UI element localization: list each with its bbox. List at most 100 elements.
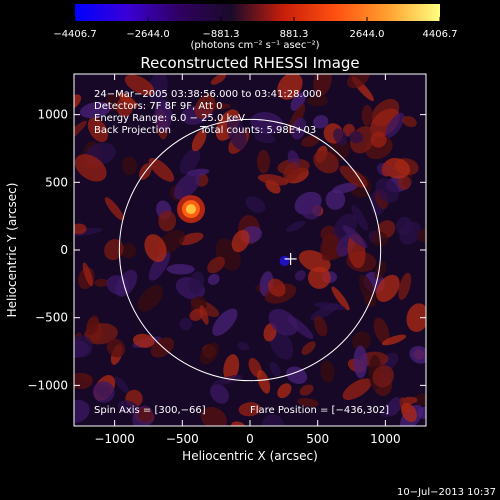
intensity-feature xyxy=(256,149,270,174)
intensity-feature xyxy=(212,308,238,336)
intensity-feature xyxy=(257,174,289,186)
intensity-feature xyxy=(114,376,129,394)
intensity-feature xyxy=(231,229,250,253)
annotation-detectors: Detectors: 7F 8F 9F, Att 0 xyxy=(94,101,222,112)
axis-ticks: −1000 −500 0 500 1000 −1000 −500 0 500 1000 xyxy=(27,74,426,446)
y-tick-label: −1000 xyxy=(27,378,68,392)
colorbar-label: (photons cm⁻² s⁻¹ asec⁻²) xyxy=(190,40,319,51)
y-tick-label: 500 xyxy=(45,175,68,189)
intensity-feature xyxy=(313,150,339,174)
x-tick-label: 1000 xyxy=(370,432,401,446)
intensity-feature xyxy=(286,366,308,384)
intensity-feature xyxy=(313,115,329,129)
intensity-feature xyxy=(409,345,426,364)
marker-blue-blob xyxy=(279,255,290,266)
intensity-feature xyxy=(372,365,395,388)
intensity-feature xyxy=(261,414,284,426)
chart-title: Reconstructed RHESSI Image xyxy=(140,54,359,72)
intensity-feature xyxy=(212,374,243,386)
intensity-feature xyxy=(395,216,413,236)
intensity-feature xyxy=(294,270,306,281)
intensity-feature xyxy=(132,333,155,348)
intensity-feature xyxy=(325,189,346,210)
intensity-feature xyxy=(92,381,115,403)
intensity-feature xyxy=(300,198,322,220)
timestamp: 10−Jul−2013 10:37 xyxy=(397,487,496,498)
intensity-feature xyxy=(137,285,164,312)
intensity-feature xyxy=(353,345,368,379)
intensity-feature xyxy=(269,329,294,360)
intensity-feature xyxy=(361,104,373,126)
intensity-feature xyxy=(223,354,240,381)
intensity-feature xyxy=(188,271,205,295)
intensity-feature xyxy=(191,129,207,152)
intensity-feature xyxy=(104,197,124,221)
colorbar-tick-label: −881.3 xyxy=(202,29,239,40)
intensity-feature xyxy=(207,273,220,285)
intensity-feature xyxy=(250,112,284,135)
intensity-feature xyxy=(82,262,94,287)
intensity-feature xyxy=(86,315,99,335)
intensity-feature xyxy=(207,256,225,274)
annotation-flare-position: Flare Position = [−436,302] xyxy=(250,405,389,416)
intensity-feature xyxy=(173,172,201,200)
intensity-feature xyxy=(116,96,134,117)
intensity-feature xyxy=(154,99,173,132)
intensity-feature xyxy=(331,286,350,311)
x-tick-label: −1000 xyxy=(94,432,135,446)
intensity-feature xyxy=(257,369,271,394)
intensity-feature xyxy=(320,360,335,383)
colorbar-tick-label: −4406.7 xyxy=(53,29,96,40)
intensity-feature xyxy=(227,116,247,150)
intensity-feature xyxy=(398,272,412,300)
intensity-feature xyxy=(406,303,426,332)
intensity-feature xyxy=(238,402,261,417)
intensity-feature xyxy=(210,74,227,85)
intensity-feature xyxy=(74,223,87,235)
intensity-feature xyxy=(351,204,369,231)
intensity-feature xyxy=(307,266,331,289)
y-axis-label: Heliocentric Y (arcsec) xyxy=(5,183,19,318)
intensity-feature xyxy=(210,383,229,404)
intensity-feature xyxy=(106,338,126,358)
intensity-feature xyxy=(277,74,303,100)
intensity-feature xyxy=(320,233,340,260)
intensity-feature xyxy=(417,228,426,243)
intensity-feature xyxy=(269,361,281,377)
intensity-feature xyxy=(158,210,177,232)
intensity-feature xyxy=(254,132,276,144)
intensity-feature xyxy=(413,393,426,406)
bright-source-core xyxy=(185,204,196,215)
intensity-feature xyxy=(120,243,137,259)
x-tick-label: 0 xyxy=(246,432,254,446)
intensity-feature xyxy=(124,74,155,96)
colorbar-tick-label: 4406.7 xyxy=(423,29,458,40)
annotation-total-counts: Total counts: 5.98E+03 xyxy=(199,125,316,136)
intensity-feature xyxy=(381,161,393,177)
intensity-feature xyxy=(194,94,216,119)
intensity-feature xyxy=(401,402,417,423)
x-axis-label: Heliocentric X (arcsec) xyxy=(182,449,318,463)
intensity-feature xyxy=(137,407,153,423)
intensity-feature xyxy=(301,135,320,148)
intensity-feature xyxy=(199,342,220,365)
intensity-feature xyxy=(385,112,405,138)
x-tick-label: −500 xyxy=(166,432,199,446)
y-tick-label: 1000 xyxy=(37,108,68,122)
intensity-feature xyxy=(74,120,87,143)
intensity-feature xyxy=(342,225,368,249)
intensity-feature xyxy=(267,278,286,297)
colorbar xyxy=(75,4,440,21)
intensity-feature xyxy=(314,302,346,311)
intensity-feature xyxy=(94,278,109,287)
intensity-feature xyxy=(313,74,332,97)
intensity-feature xyxy=(297,398,319,407)
intensity-feature xyxy=(179,317,193,331)
intensity-feature xyxy=(285,220,306,232)
y-tick-label: 0 xyxy=(60,243,68,257)
intensity-feature xyxy=(200,406,227,426)
intensity-feature xyxy=(117,400,140,415)
intensity-feature xyxy=(268,308,298,336)
intensity-feature xyxy=(381,334,407,346)
